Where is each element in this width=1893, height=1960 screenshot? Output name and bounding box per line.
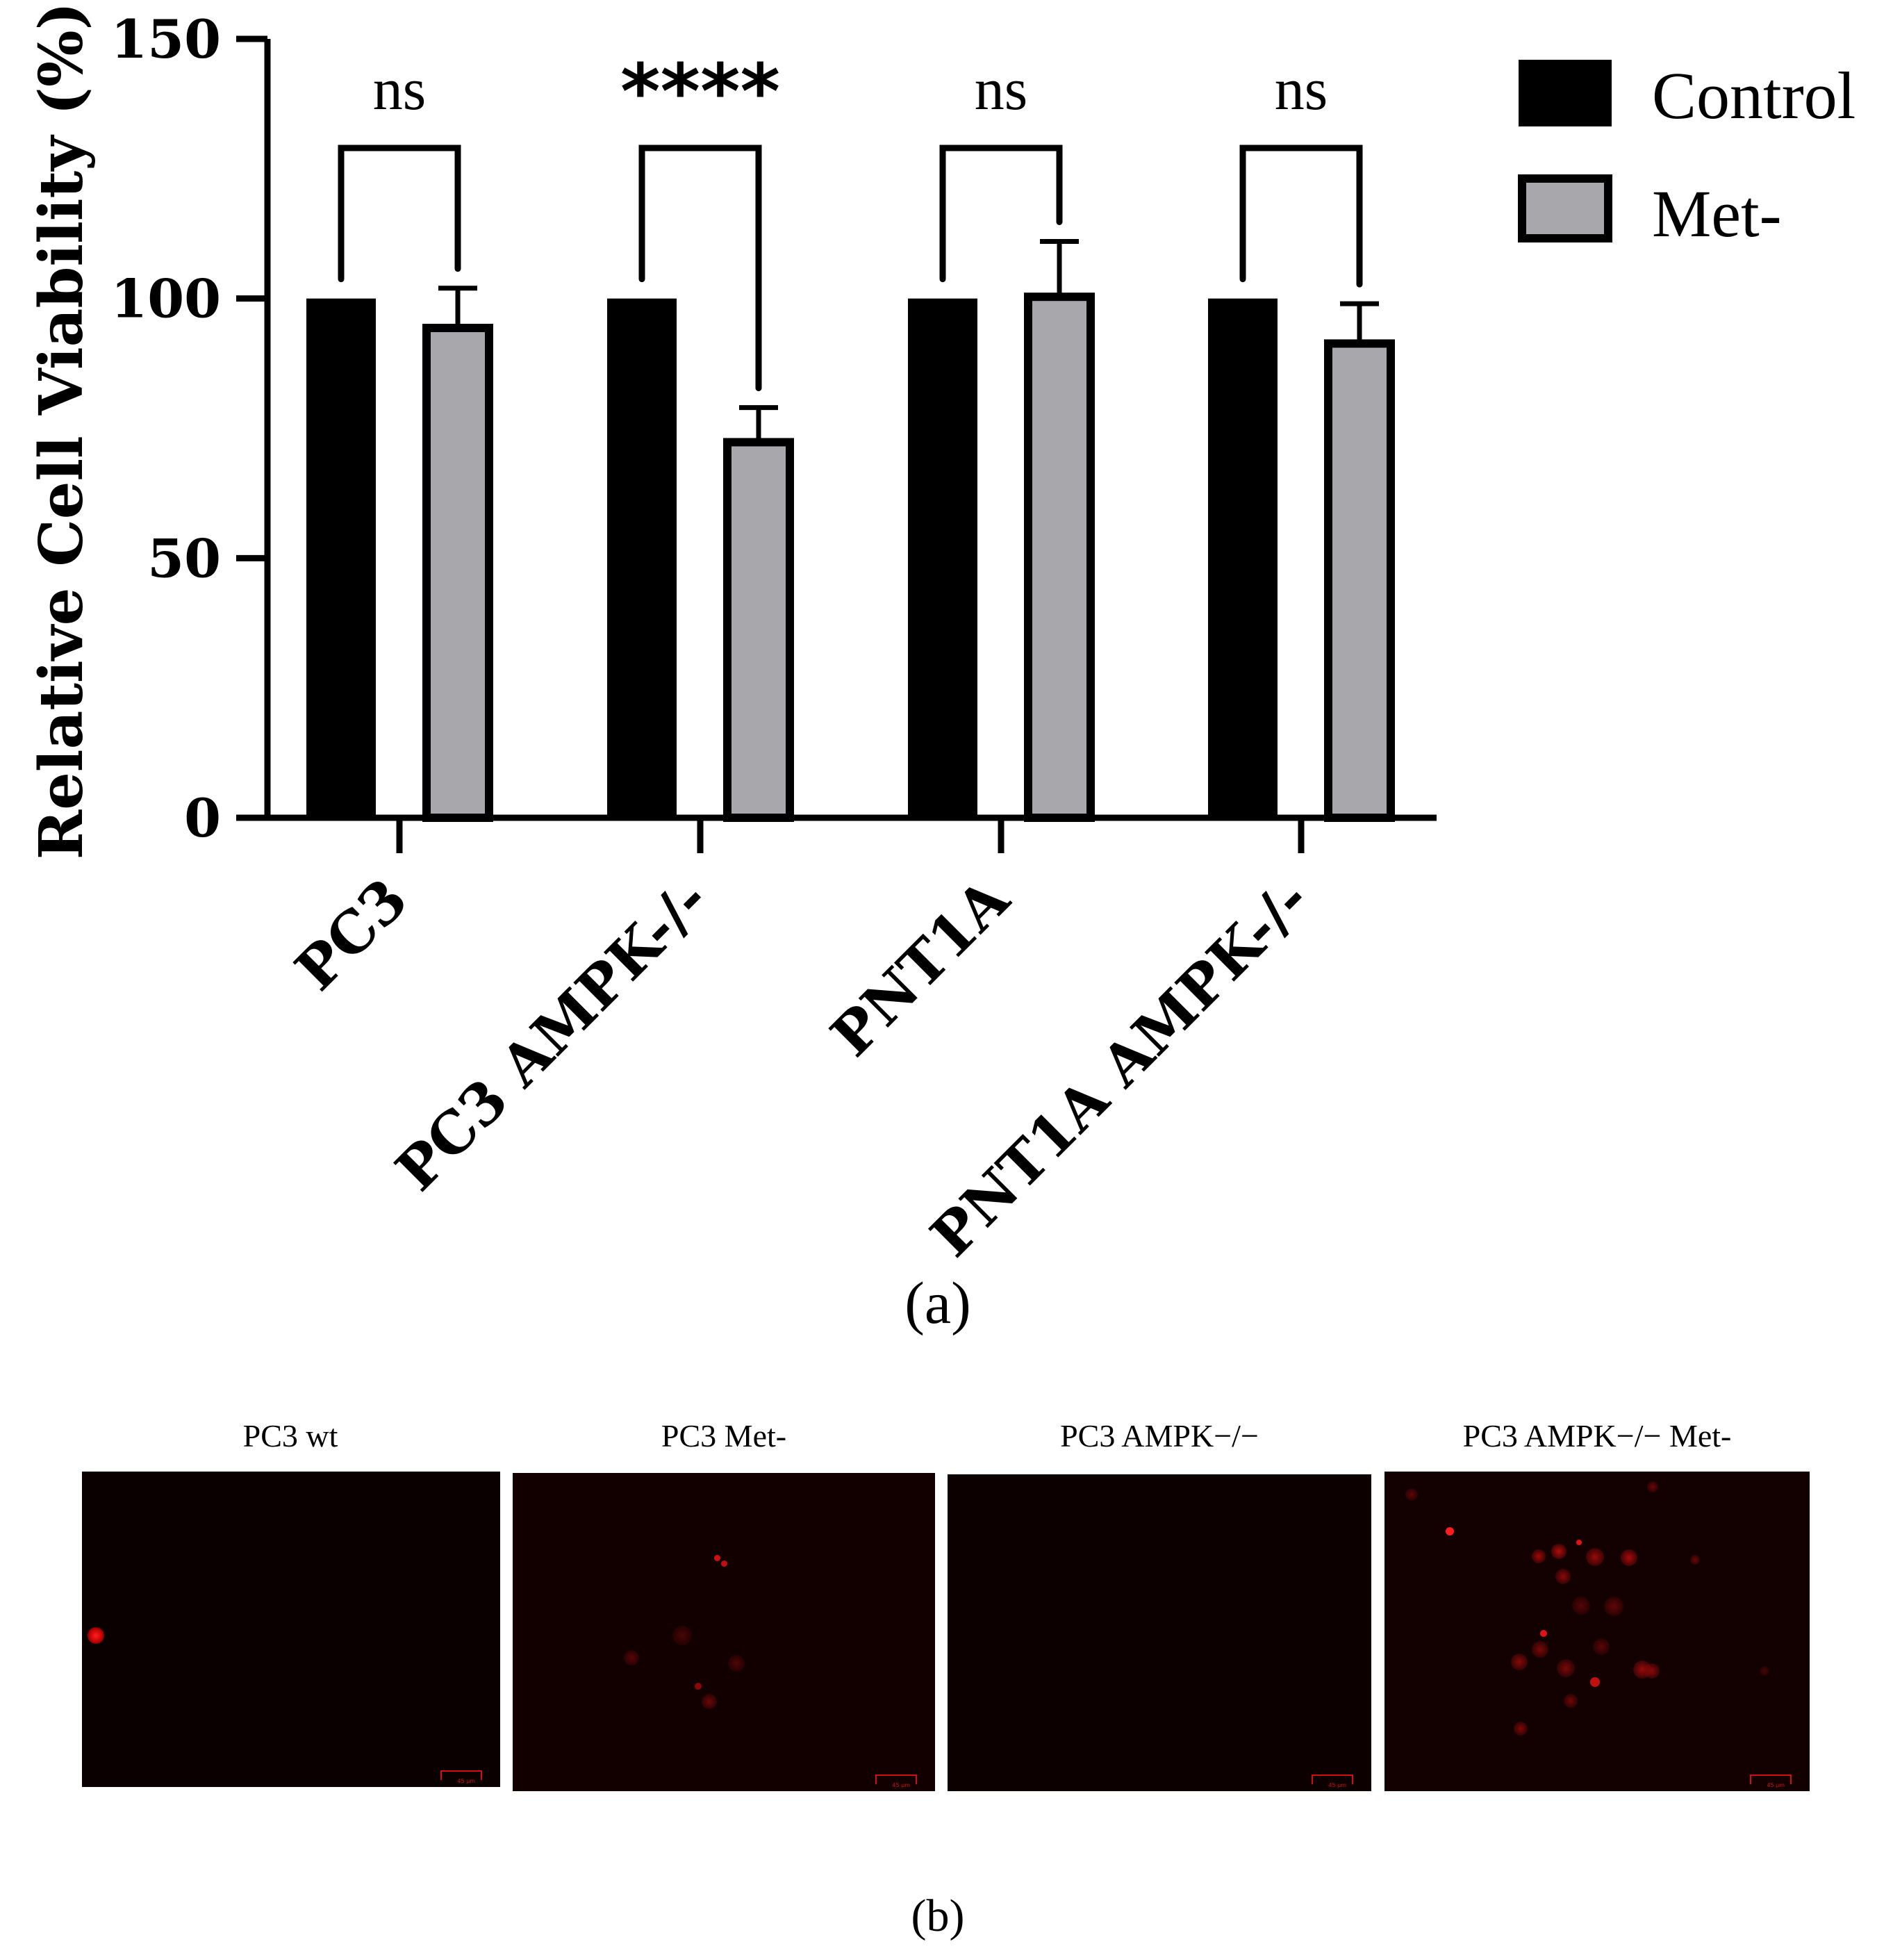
scale-bar (1312, 1774, 1353, 1784)
micrograph-pc3-ampk-met: 45 µm (1384, 1472, 1810, 1791)
significance-bracket (939, 145, 1063, 283)
cell-spot (1593, 1638, 1610, 1655)
legend-swatch-control (1519, 60, 1612, 126)
cell-spot (1760, 1666, 1769, 1676)
cell-spot (1511, 1654, 1528, 1670)
significance-bracket (1239, 145, 1363, 288)
cell-spot (1557, 1659, 1575, 1677)
significance-bracket (638, 145, 762, 392)
cell-spot (1690, 1555, 1700, 1565)
bar-met (1324, 339, 1395, 823)
cell-spot (1532, 1549, 1546, 1563)
cell-spot (702, 1694, 717, 1709)
micrograph-pc3-ampk: 45 µm (948, 1474, 1371, 1791)
cell-spot (1532, 1641, 1548, 1658)
x-tick-label: PC3 (283, 866, 420, 1003)
scale-bar-label: 45 µm (1328, 1782, 1346, 1788)
legend: Control Met- (1518, 58, 1855, 251)
cell-spot (1586, 1548, 1604, 1566)
bar-control (1208, 298, 1278, 818)
significance-label: ns (1275, 56, 1328, 122)
legend-label-met: Met- (1652, 176, 1782, 251)
cell-spot (1576, 1540, 1582, 1545)
cell-spot (88, 1627, 104, 1644)
cell-spot (1644, 1663, 1660, 1679)
significance-label: ns (975, 56, 1027, 122)
significance-label: ns (373, 56, 426, 122)
y-ticks: 0 50 100 150 (110, 8, 267, 849)
caption-b: (b) (911, 1891, 965, 1941)
cell-spot (728, 1655, 745, 1672)
scale-bar-label: 45 µm (457, 1778, 475, 1784)
bar-control (908, 298, 977, 818)
y-tick-label: 100 (110, 268, 221, 330)
panel-title-2: PC3 Met- (661, 1418, 787, 1453)
caption-a: (a) (904, 1269, 970, 1336)
significance-label: **** (620, 47, 780, 136)
micrograph-pc3-met: 45 µm (513, 1473, 935, 1791)
cell-spot (1604, 1597, 1623, 1616)
cell-spot (1446, 1527, 1454, 1535)
panel-title-1: PC3 wt (242, 1418, 338, 1453)
y-axis-title: Relative Cell Viability (%) (26, 2, 97, 860)
cell-spot (1540, 1630, 1547, 1637)
micrograph-pc3-wt: 45 µm (82, 1472, 500, 1787)
cell-spot (1564, 1694, 1578, 1708)
y-tick-label: 150 (110, 8, 221, 70)
cell-spot (721, 1560, 727, 1567)
cell-spot (714, 1555, 720, 1561)
bar-met (723, 438, 794, 822)
bar-met (422, 324, 493, 822)
scale-bar (1750, 1774, 1792, 1784)
cell-spot (1514, 1722, 1528, 1736)
scale-bar-label: 45 µm (892, 1782, 910, 1788)
y-tick-label: 50 (147, 527, 221, 589)
bar-control (607, 298, 677, 818)
cell-spot (1647, 1481, 1658, 1492)
bar-met (1024, 293, 1095, 822)
cell-spot (1590, 1677, 1600, 1687)
cell-spot (672, 1626, 692, 1645)
scale-bar (440, 1770, 482, 1780)
panel-title-4: PC3 AMPK−/− Met- (1462, 1418, 1732, 1453)
cell-spot (1405, 1488, 1418, 1501)
cell-spot (1551, 1544, 1567, 1559)
significance-layer: ns **** ns ns (338, 47, 1363, 392)
cell-spot (624, 1650, 639, 1665)
legend-swatch-met (1518, 174, 1612, 242)
legend-label-control: Control (1652, 58, 1855, 133)
scale-bar (875, 1774, 917, 1784)
x-tick-label: PC3 AMPK-/- (383, 866, 721, 1203)
cell-spot (1572, 1597, 1590, 1615)
bars-layer (306, 238, 1395, 823)
x-tick-label: PNT1A (818, 865, 1023, 1069)
cell-spot (1621, 1549, 1637, 1566)
bar-control (306, 298, 376, 818)
cell-spot (695, 1683, 702, 1690)
y-tick-label: 0 (184, 787, 221, 849)
scale-bar-label: 45 µm (1767, 1782, 1785, 1788)
panel-title-3: PC3 AMPK−/− (1060, 1418, 1259, 1453)
significance-bracket (338, 145, 461, 283)
cell-spot (1555, 1569, 1571, 1584)
